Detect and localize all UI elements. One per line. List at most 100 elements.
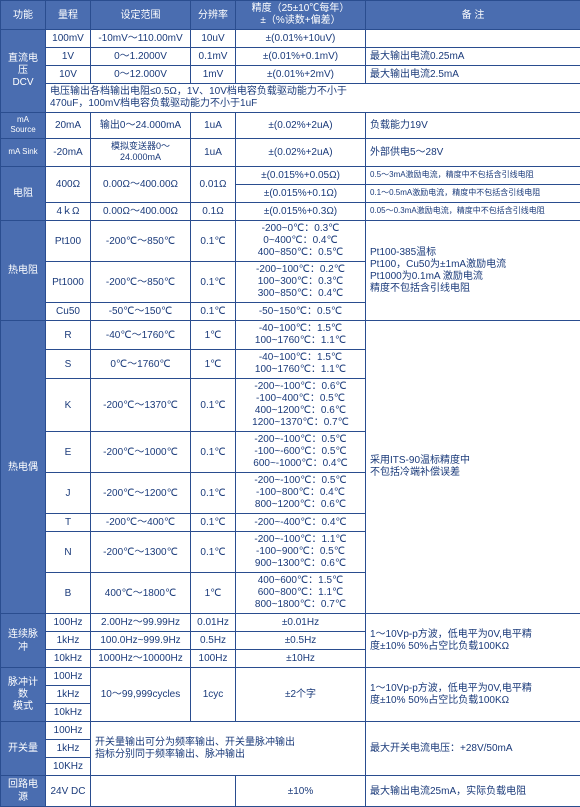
cell: ±(0.01%+2mV): [236, 66, 366, 84]
cell: 0～12.000V: [91, 66, 191, 84]
cell: -200℃～1300℃: [91, 532, 191, 573]
cat-dcv: 直流电压DCV: [1, 30, 46, 113]
cell: 输出0～24.000mA: [91, 113, 191, 139]
cell: 0.00Ω～400.00Ω: [91, 203, 191, 221]
cell: 400~600℃：1.5℃600~800℃：1.1℃800~1800℃：0.7℃: [236, 573, 366, 614]
rtd-note: Pt100-385温标Pt100，Cu50为±1mA激励电流Pt1000为0.1…: [366, 221, 580, 321]
cat-pulse: 连续脉冲: [1, 614, 46, 668]
cell: 0.01Ω: [191, 167, 236, 203]
cell: ±0.5Hz: [236, 632, 366, 650]
cell: Cu50: [46, 303, 91, 321]
col-res: 分辨率: [191, 1, 236, 30]
cell: 1uA: [191, 138, 236, 166]
cat-rtd: 热电阻: [1, 221, 46, 321]
tc-note: 采用ITS-90温标精度中不包括冷端补偿误差: [366, 321, 580, 614]
cell: -200~-400℃：0.4℃: [236, 514, 366, 532]
loop-note: 最大输出电流25mA，实际负载电阻: [366, 776, 580, 807]
cell: N: [46, 532, 91, 573]
cell: ±2个字: [236, 668, 366, 722]
sw-note: 最大开关电流电压：+28V/50mA: [366, 722, 580, 776]
cell: J: [46, 473, 91, 514]
cell: 0.1℃: [191, 303, 236, 321]
cell: ±10Hz: [236, 650, 366, 668]
cell: 最大输出电流2.5mA: [366, 66, 580, 84]
cell: 1mV: [191, 66, 236, 84]
cell: R: [46, 321, 91, 350]
cell: -50~150℃：0.5℃: [236, 303, 366, 321]
cell: 10kHz: [46, 650, 91, 668]
cell: T: [46, 514, 91, 532]
cell: 外部供电5～28V: [366, 138, 580, 166]
cell: 1uA: [191, 113, 236, 139]
col-func: 功能: [1, 1, 46, 30]
cell: 1kHz: [46, 632, 91, 650]
cell: 0.1℃: [191, 221, 236, 262]
cell: ±(0.02%+2uA): [236, 113, 366, 139]
cell: [366, 30, 580, 48]
cell: 0.1℃: [191, 514, 236, 532]
cell: 10～99,999cycles: [91, 668, 191, 722]
cell: -40℃～1760℃: [91, 321, 191, 350]
cell: 0℃～1760℃: [91, 350, 191, 379]
cell: -40~100℃：1.5℃100~1760℃：1.1℃: [236, 350, 366, 379]
cell: 10V: [46, 66, 91, 84]
cat-sw: 开关量: [1, 722, 46, 776]
cell: Pt1000: [46, 262, 91, 303]
cell: -200℃～1200℃: [91, 473, 191, 514]
cell: -200℃～1370℃: [91, 379, 191, 432]
cat-tc: 热电偶: [1, 321, 46, 614]
cell: 100Hz: [46, 722, 91, 740]
cell: -200℃～850℃: [91, 262, 191, 303]
cell: 100Hz: [46, 668, 91, 686]
col-set: 设定范围: [91, 1, 191, 30]
cell: 0.00Ω～400.00Ω: [91, 167, 191, 203]
cell: E: [46, 432, 91, 473]
dcv-footnote: 电压输出各档输出电阻≤0.5Ω，1V、10V档电容负载驱动能力不小于470uF，…: [46, 84, 580, 113]
cell: -40~100℃：1.5℃100~1760℃：1.1℃: [236, 321, 366, 350]
cell: -50℃～150℃: [91, 303, 191, 321]
cell: 10KHz: [46, 758, 91, 776]
cell: -200℃～400℃: [91, 514, 191, 532]
cell: -200~-100℃：1.1℃-100~900℃：0.5℃900~1300℃：0…: [236, 532, 366, 573]
cell: ±0.01Hz: [236, 614, 366, 632]
cell: -200~-100℃：0.5℃-100~800℃：0.4℃800~1200℃：0…: [236, 473, 366, 514]
cat-loop: 回路电源: [1, 776, 46, 807]
cell: 0.1℃: [191, 379, 236, 432]
cell: 0.01Hz: [191, 614, 236, 632]
cell: 24V DC: [46, 776, 91, 807]
cell: -200℃～1000℃: [91, 432, 191, 473]
cell: 1℃: [191, 350, 236, 379]
cell: -20mA: [46, 138, 91, 166]
cell: 400℃～1800℃: [91, 573, 191, 614]
cell: 0～1.2000V: [91, 48, 191, 66]
col-range: 量程: [46, 1, 91, 30]
cell: 2.00Hz～99.99Hz: [91, 614, 191, 632]
cell: 10kHz: [46, 704, 91, 722]
cell: 20mA: [46, 113, 91, 139]
cell: 模拟变送器0～24.000mA: [91, 138, 191, 166]
cat-masrc: mA Source: [1, 113, 46, 139]
cell: ±(0.015%+0.05Ω): [236, 167, 366, 185]
cell: ±(0.01%+0.1mV): [236, 48, 366, 66]
cell: 1V: [46, 48, 91, 66]
col-note: 备 注: [366, 1, 580, 30]
sw-text: 开关量输出可分为频率输出、开关量脉冲输出指标分别同于频率输出、脉冲输出: [91, 722, 366, 776]
cell: -200~0℃：0.3℃0~400℃：0.4℃400~850℃：0.5℃: [236, 221, 366, 262]
cell: ±(0.02%+2uA): [236, 138, 366, 166]
cell: 0.1Ω: [191, 203, 236, 221]
cell: 10uV: [191, 30, 236, 48]
cell: [91, 776, 236, 807]
col-acc: 精度（25±10℃每年）±（%读数+偏差）: [236, 1, 366, 30]
cell: 100.0Hz~999.9Hz: [91, 632, 191, 650]
cell: 100Hz: [46, 614, 91, 632]
cell: Pt100: [46, 221, 91, 262]
cell: 0.1℃: [191, 432, 236, 473]
cell: 负载能力19V: [366, 113, 580, 139]
cell: 0.1～0.5mA激励电流，精度中不包括含引线电阻: [366, 185, 580, 203]
cell: 0.5～3mA激励电流，精度中不包括含引线电阻: [366, 167, 580, 185]
cell: -200~100℃：0.2℃100~300℃：0.3℃300~850℃：0.4℃: [236, 262, 366, 303]
cell: 1℃: [191, 573, 236, 614]
cell: B: [46, 573, 91, 614]
cell: ±(0.01%+10uV): [236, 30, 366, 48]
cell: 100Hz: [191, 650, 236, 668]
